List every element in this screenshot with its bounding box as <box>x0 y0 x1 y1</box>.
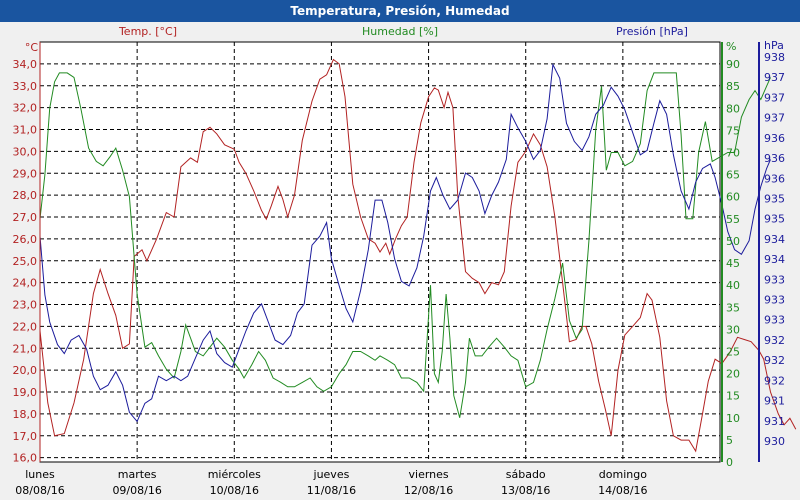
pressure-tick-label: 936 <box>764 152 785 165</box>
humidity-tick-label: 55 <box>726 213 740 226</box>
pressure-tick-label: 935 <box>764 213 785 226</box>
pressure-tick-label: 932 <box>764 374 785 387</box>
humidity-tick-label: 35 <box>726 301 740 314</box>
humidity-tick-label: 70 <box>726 147 740 160</box>
temp-tick-label: 33,0 <box>13 80 38 93</box>
temp-tick-label: 30,0 <box>13 145 38 158</box>
series-lines <box>39 58 797 453</box>
axes <box>39 42 760 462</box>
pressure-tick-label: 938 <box>764 51 785 64</box>
temp-tick-label: 34,0 <box>13 58 38 71</box>
humidity-unit-label: % <box>726 40 736 53</box>
pressure-tick-label: 936 <box>764 132 785 145</box>
x-tick-day-label: jueves <box>313 468 350 481</box>
temp-tick-label: 22,0 <box>13 320 38 333</box>
temp-tick-label: 23,0 <box>13 299 38 312</box>
x-tick-date-label: 09/08/16 <box>112 484 161 497</box>
humidity-tick-label: 60 <box>726 191 740 204</box>
humidity-tick-label: 90 <box>726 58 740 71</box>
humidity-tick-label: 0 <box>726 456 733 469</box>
x-tick-date-label: 08/08/16 <box>15 484 64 497</box>
temperature-series-label: Temp. [°C] <box>118 25 177 38</box>
humidity-tick-label: 15 <box>726 390 740 403</box>
series-line-temperature <box>39 58 797 453</box>
pressure-tick-label: 932 <box>764 334 785 347</box>
pressure-tick-label: 936 <box>764 172 785 185</box>
pressure-unit-label: hPa <box>764 39 784 52</box>
x-tick-date-label: 11/08/16 <box>307 484 356 497</box>
humidity-tick-label: 75 <box>726 124 740 137</box>
x-tick-date-label: 12/08/16 <box>404 484 453 497</box>
pressure-tick-label: 931 <box>764 415 785 428</box>
axis-labels: 16,0 17,0 18,0 19,0 20,0 21,0 22,0 23,0 24,0 25,0… <box>13 25 786 497</box>
series-line-pressure <box>39 62 771 423</box>
temp-unit-label: °C <box>25 41 39 54</box>
x-tick-date-label: 14/08/16 <box>598 484 647 497</box>
humidity-tick-label: 10 <box>726 412 740 425</box>
x-tick-day-label: domingo <box>599 468 647 481</box>
x-tick-day-label: viernes <box>409 468 449 481</box>
humidity-tick-label: 65 <box>726 169 740 182</box>
chart-title: Temperatura, Presión, Humedad <box>0 0 800 22</box>
temp-tick-label: 24,0 <box>13 277 38 290</box>
humidity-tick-label: 40 <box>726 279 740 292</box>
x-tick-day-label: lunes <box>25 468 55 481</box>
humidity-tick-label: 85 <box>726 80 740 93</box>
pressure-tick-label: 937 <box>764 71 785 84</box>
temp-tick-label: 25,0 <box>13 255 38 268</box>
humidity-series-label: Humedad [%] <box>362 25 438 38</box>
pressure-tick-label: 935 <box>764 192 785 205</box>
temp-tick-label: 29,0 <box>13 167 38 180</box>
x-tick-date-label: 10/08/16 <box>210 484 259 497</box>
temp-tick-label: 32,0 <box>13 102 38 115</box>
temp-tick-label: 16,0 <box>13 452 38 465</box>
temp-tick-label: 27,0 <box>13 211 38 224</box>
x-tick-day-label: sábado <box>506 468 546 481</box>
humidity-tick-label: 50 <box>726 235 740 248</box>
x-tick-day-label: miércoles <box>208 468 261 481</box>
humidity-tick-label: 25 <box>726 345 740 358</box>
x-tick-date-label: 13/08/16 <box>501 484 550 497</box>
pressure-tick-label: 937 <box>764 91 785 104</box>
temp-tick-label: 19,0 <box>13 386 38 399</box>
pressure-tick-label: 934 <box>764 253 785 266</box>
humidity-tick-label: 80 <box>726 102 740 115</box>
humidity-tick-label: 20 <box>726 368 740 381</box>
x-tick-day-label: martes <box>118 468 157 481</box>
pressure-tick-label: 934 <box>764 233 785 246</box>
series-line-humidity <box>39 72 771 418</box>
humidity-tick-label: 45 <box>726 257 740 270</box>
humidity-tick-label: 30 <box>726 323 740 336</box>
pressure-series-label: Presión [hPa] <box>616 25 688 38</box>
pressure-tick-label: 937 <box>764 112 785 125</box>
pressure-tick-label: 930 <box>764 435 785 448</box>
humidity-tick-label: 5 <box>726 434 733 447</box>
temp-tick-label: 26,0 <box>13 233 38 246</box>
temp-tick-label: 20,0 <box>13 364 38 377</box>
pressure-tick-label: 931 <box>764 395 785 408</box>
pressure-tick-label: 933 <box>764 294 785 307</box>
temp-tick-label: 18,0 <box>13 408 38 421</box>
pressure-tick-label: 933 <box>764 314 785 327</box>
temp-tick-label: 21,0 <box>13 342 38 355</box>
temp-tick-label: 31,0 <box>13 124 38 137</box>
temp-tick-label: 17,0 <box>13 430 38 443</box>
pressure-tick-label: 932 <box>764 354 785 367</box>
gridlines <box>40 42 720 462</box>
pressure-tick-label: 933 <box>764 273 785 286</box>
temp-tick-label: 28,0 <box>13 189 38 202</box>
